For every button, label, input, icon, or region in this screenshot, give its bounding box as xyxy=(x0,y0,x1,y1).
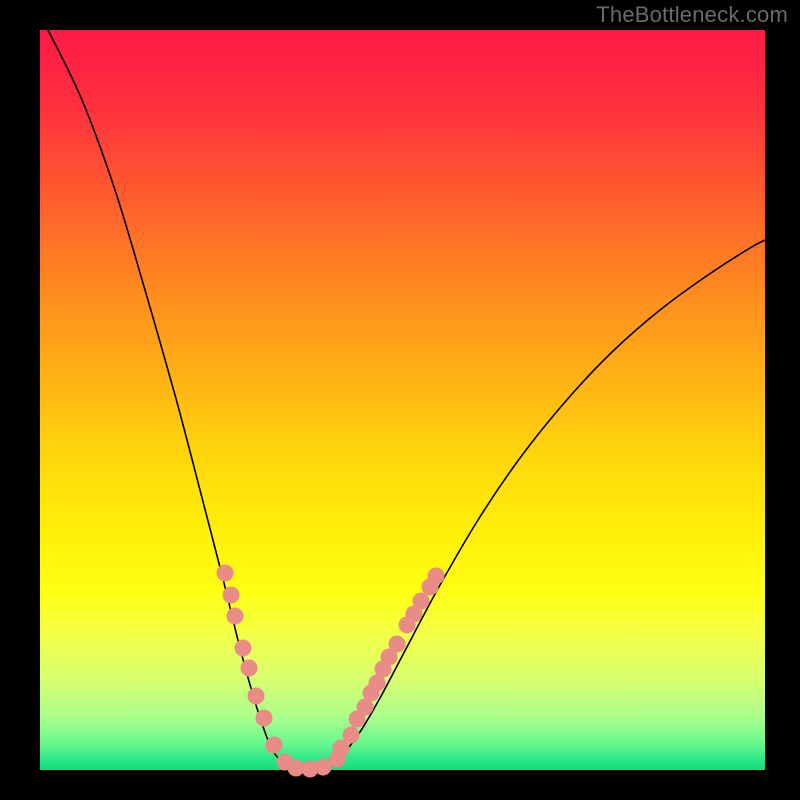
data-marker xyxy=(266,737,282,753)
data-marker xyxy=(227,608,243,624)
data-marker xyxy=(333,740,349,756)
data-marker xyxy=(413,593,429,609)
data-marker xyxy=(241,660,257,676)
chart-root: TheBottleneck.com xyxy=(0,0,800,800)
data-marker xyxy=(217,565,233,581)
data-marker xyxy=(248,688,264,704)
data-marker xyxy=(235,640,251,656)
plot-background xyxy=(40,30,765,770)
data-marker xyxy=(343,727,359,743)
data-marker xyxy=(389,636,405,652)
data-marker xyxy=(256,710,272,726)
watermark-text: TheBottleneck.com xyxy=(596,2,788,28)
data-marker xyxy=(223,587,239,603)
data-marker xyxy=(428,568,444,584)
chart-canvas xyxy=(0,0,800,800)
data-marker xyxy=(315,759,331,775)
